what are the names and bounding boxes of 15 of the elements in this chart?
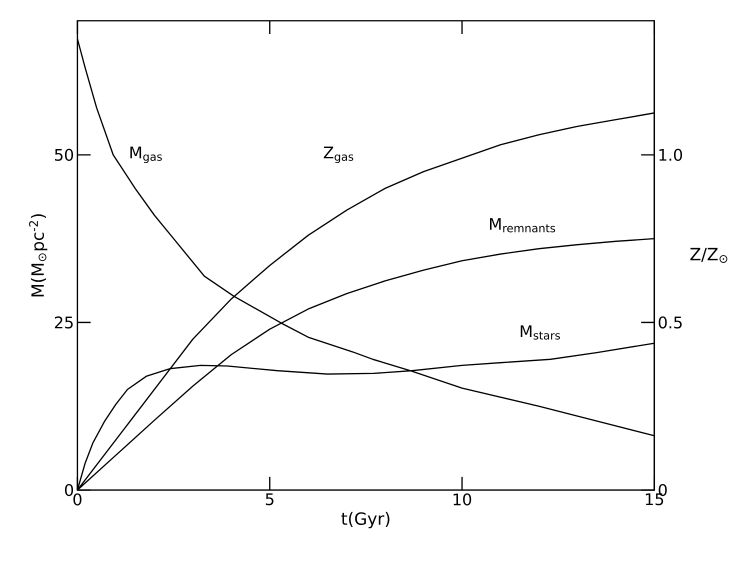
series-label: M$_{remnants}$ (490, 218, 556, 232)
series-label: M$_{stars}$ (520, 325, 560, 340)
y-axis-title: M(M$_{⊙}$pc$^{-2}$) (29, 214, 48, 296)
y2-tick-label: 0.5 (658, 316, 682, 328)
y-tick-label: 25 (54, 316, 73, 328)
x-tick-label: 0 (73, 493, 82, 506)
x-tick-label: 5 (266, 493, 274, 506)
y2-tick-label: 1.0 (659, 148, 682, 161)
y-tick-label: 50 (55, 148, 74, 161)
y2-axis-title: Z/Z$_{⊙}$ (690, 248, 728, 263)
text: Z$_{gas}$ (324, 146, 354, 164)
y-tick-label: 0 (64, 484, 74, 496)
x-tick-label: 10 (454, 493, 472, 506)
x-axis-title: t(Gyr) (341, 512, 390, 528)
series-label: M$_{gas}$ (130, 146, 162, 164)
